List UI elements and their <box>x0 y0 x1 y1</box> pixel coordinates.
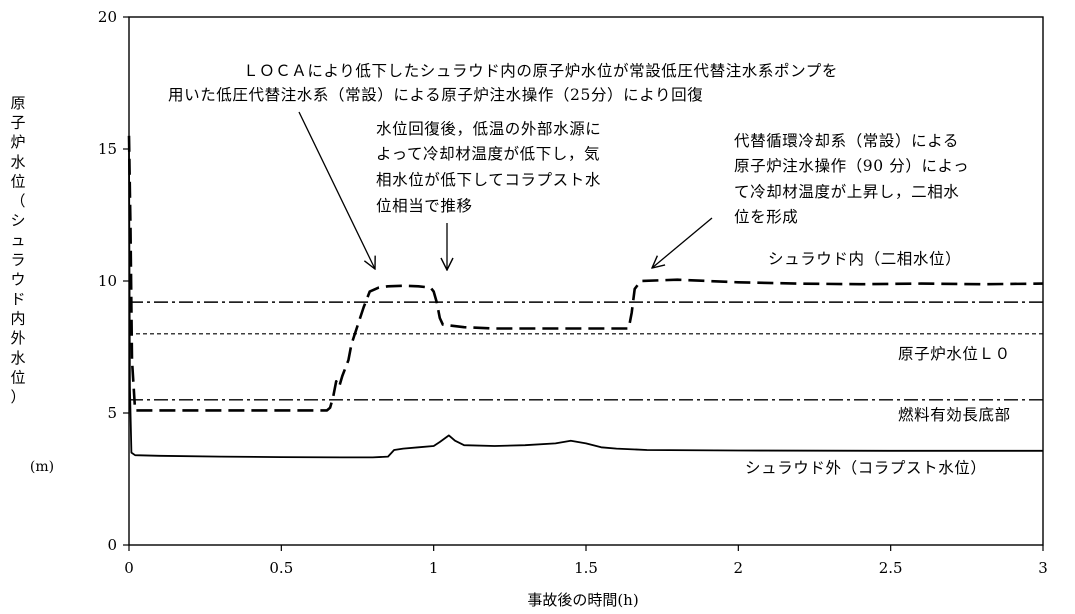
series-line-0 <box>127 135 1044 412</box>
y-axis-label-char: （ <box>10 192 25 210</box>
y-axis-label-char: 内 <box>10 310 25 328</box>
y-tick-label: 5 <box>107 404 117 422</box>
y-axis-label-char: 子 <box>10 114 25 132</box>
y-tick-label: 20 <box>98 8 117 26</box>
y-axis-label-char: 位 <box>10 172 25 190</box>
y-axis-label-char: ラ <box>10 251 25 269</box>
axis-ticks: 0 0.5 1 1.5 2 2.5 3 0 5 10 15 20 <box>98 8 1048 577</box>
annotation-text: 相水位が低下してコラプスト水 <box>376 171 601 189</box>
y-tick-label: 15 <box>98 140 117 158</box>
x-tick-label: 1.5 <box>574 559 598 577</box>
annotation-two-phase: 代替循環冷却系（常設）による 原子炉注水操作（90 分）によっ て冷却材温度が上… <box>652 132 969 268</box>
y-tick-label: 10 <box>98 272 117 290</box>
y-axis-label-char: ウ <box>10 270 25 288</box>
y-axis-label-char: シ <box>10 212 25 230</box>
x-axis-label: 事故後の時間(h) <box>527 591 638 609</box>
annotation-text: 原子炉注水操作（90 分）によっ <box>734 157 969 175</box>
annotation-text: 代替循環冷却系（常設）による <box>734 132 959 150</box>
annotation-text: ＬＯＣＡにより低下したシュラウド内の原子炉水位が常設低圧代替注水系ポンプを <box>243 62 838 80</box>
y-axis-label-char: ド <box>10 290 25 308</box>
y-axis-unit: (m) <box>30 459 54 475</box>
annotation-text: 位相当で推移 <box>376 197 473 215</box>
y-axis-label-char: 水 <box>10 349 25 367</box>
annotation-arrow <box>298 111 375 269</box>
x-tick-label: 0 <box>124 559 134 577</box>
y-axis-label-char: 位 <box>10 368 25 386</box>
annotation-arrow <box>652 217 713 268</box>
y-axis-label-char: ） <box>10 388 25 406</box>
series-label-inner: シュラウド内（二相水位） <box>768 250 961 268</box>
y-axis-label-char: 原 <box>10 94 25 112</box>
annotation-text: よって冷却材温度が低下し，気 <box>376 145 600 163</box>
annotation-text: 水位回復後，低温の外部水源に <box>376 120 601 138</box>
annotation-text: て冷却材温度が上昇し，二相水 <box>734 183 959 201</box>
y-axis-label-char: 外 <box>10 329 25 347</box>
ref-label-fuel-bottom: 燃料有効長底部 <box>898 406 1011 424</box>
x-tick-label: 1 <box>429 559 439 577</box>
annotation-text: 位を形成 <box>734 208 798 226</box>
series-line-1 <box>128 148 1043 459</box>
y-axis-label: 原子炉水位（シュラウド内外水位） <box>10 94 25 406</box>
x-tick-label: 2.5 <box>879 559 903 577</box>
series-label-outer: シュラウド外（コラプスト水位） <box>745 459 987 477</box>
y-axis-label-char: 水 <box>10 153 25 171</box>
x-tick-label: 0.5 <box>269 559 293 577</box>
y-axis-label-char: 炉 <box>10 133 25 151</box>
annotation-loca-recovery: ＬＯＣＡにより低下したシュラウド内の原子炉水位が常設低圧代替注水系ポンプを 用い… <box>168 62 838 269</box>
x-tick-label: 2 <box>734 559 744 577</box>
series-layer <box>127 135 1044 459</box>
y-tick-label: 0 <box>107 536 117 554</box>
reference-lines <box>129 301 1043 401</box>
annotation-temperature-drop: 水位回復後，低温の外部水源に よって冷却材温度が低下し，気 相水位が低下してコラ… <box>376 120 601 270</box>
y-axis-label-char: ュ <box>10 231 25 249</box>
x-tick-label: 3 <box>1038 559 1048 577</box>
annotation-text: 用いた低圧代替注水系（常設）による原子炉注水操作（25分）により回復 <box>168 86 703 104</box>
ref-label-l0: 原子炉水位Ｌ０ <box>898 345 1011 363</box>
